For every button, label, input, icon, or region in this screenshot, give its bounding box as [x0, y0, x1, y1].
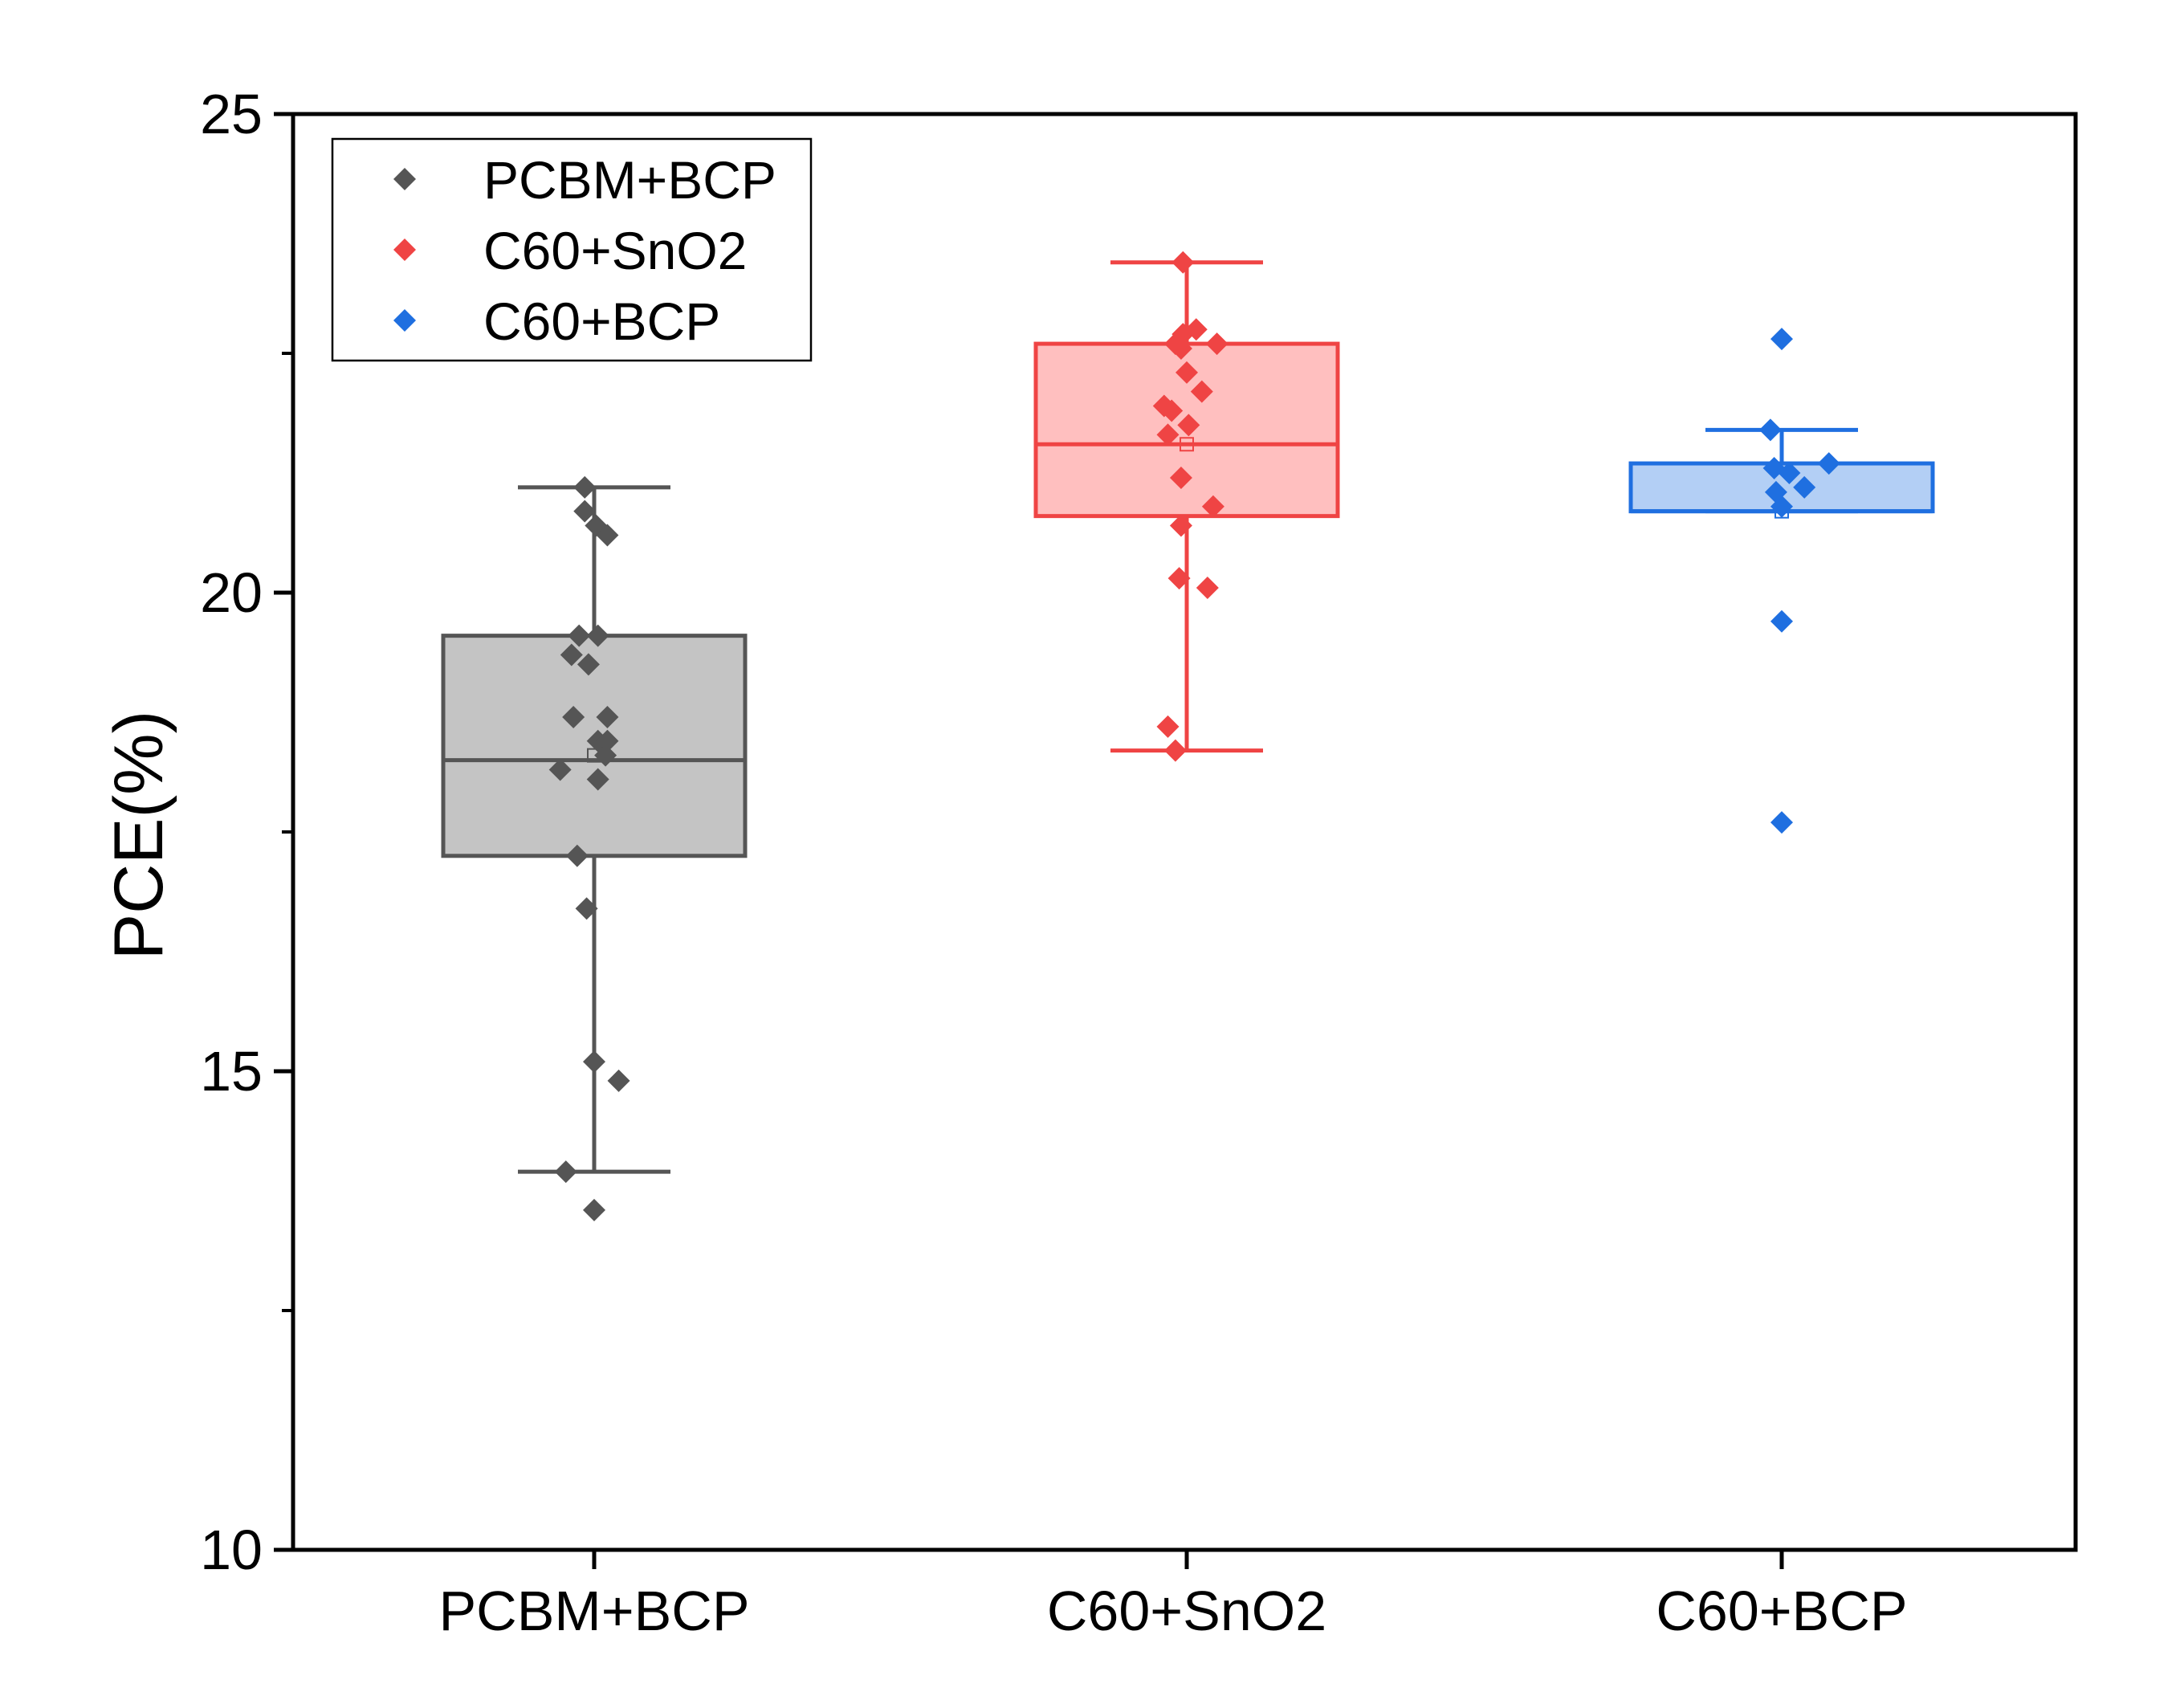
legend-label: C60+BCP — [483, 292, 720, 351]
data-point-c60-sno2 — [1201, 495, 1224, 518]
data-point-pcbm-bcp — [607, 1069, 630, 1092]
y-tick-label: 25 — [200, 83, 263, 145]
data-point-c60-sno2 — [1205, 332, 1228, 356]
data-point-c60-sno2 — [1169, 514, 1192, 537]
data-point-c60-sno2 — [1177, 414, 1200, 437]
data-point-pcbm-bcp — [548, 758, 572, 781]
data-point-pcbm-bcp — [586, 768, 609, 791]
data-point-pcbm-bcp — [594, 744, 617, 767]
plot-area — [441, 251, 1935, 1221]
data-point-c60-bcp — [1770, 811, 1793, 834]
data-point-pcbm-bcp — [596, 524, 619, 547]
data-point-pcbm-bcp — [554, 1160, 577, 1184]
legend-label: PCBM+BCP — [483, 150, 776, 210]
legend-marker — [393, 309, 416, 332]
axes: 10 15 20 25 PCBM+BCP C60+SnO2 C60+BCP — [200, 83, 2078, 1642]
legend-marker — [393, 238, 416, 261]
mean-marker-c60-sno2 — [1180, 437, 1194, 452]
data-point-c60-bcp — [1758, 418, 1782, 442]
data-point-pcbm-bcp — [575, 897, 598, 920]
data-point-c60-sno2 — [1196, 577, 1219, 600]
data-point-pcbm-bcp — [586, 624, 609, 647]
data-point-c60-sno2 — [1169, 337, 1192, 361]
data-point-pcbm-bcp — [562, 705, 585, 728]
data-point-pcbm-bcp — [583, 1198, 605, 1221]
data-point-c60-sno2 — [1167, 567, 1191, 590]
data-point-c60-sno2 — [1156, 423, 1180, 446]
data-point-c60-sno2 — [1156, 715, 1180, 738]
data-point-pcbm-bcp — [577, 653, 600, 676]
x-tick-label: C60+SnO2 — [1047, 1580, 1326, 1642]
data-point-c60-bcp — [1793, 475, 1816, 499]
data-point-c60-sno2 — [1176, 361, 1198, 384]
data-point-c60-sno2 — [1163, 739, 1187, 762]
data-point-c60-sno2 — [1190, 380, 1213, 403]
legend-label: C60+SnO2 — [483, 221, 747, 280]
data-point-c60-bcp — [1770, 610, 1793, 633]
y-tick-label: 20 — [200, 561, 263, 624]
data-point-c60-sno2 — [1160, 399, 1184, 422]
data-point-pcbm-bcp — [573, 475, 597, 499]
y-tick-label: 10 — [200, 1519, 263, 1581]
data-point-pcbm-bcp — [583, 1050, 605, 1074]
y-tick-label: 15 — [200, 1040, 263, 1103]
x-tick-label: PCBM+BCP — [438, 1580, 749, 1642]
legend: PCBM+BCP C60+SnO2 C60+BCP — [331, 137, 813, 362]
legend-marker — [393, 168, 416, 190]
data-point-pcbm-bcp — [560, 643, 583, 667]
y-axis-label: PCE(%) — [100, 711, 177, 960]
data-point-c60-sno2 — [1169, 466, 1192, 489]
data-point-pcbm-bcp — [596, 729, 619, 752]
data-point-pcbm-bcp — [573, 499, 597, 523]
data-point-pcbm-bcp — [568, 624, 591, 647]
data-point-pcbm-bcp — [565, 844, 589, 867]
data-point-c60-bcp — [1817, 452, 1840, 475]
data-point-c60-bcp — [1770, 328, 1793, 351]
data-point-c60-bcp — [1770, 495, 1793, 518]
x-tick-label: C60+BCP — [1656, 1580, 1907, 1642]
data-point-c60-sno2 — [1171, 251, 1195, 274]
data-point-pcbm-bcp — [596, 705, 619, 728]
data-point-c60-bcp — [1778, 462, 1801, 484]
